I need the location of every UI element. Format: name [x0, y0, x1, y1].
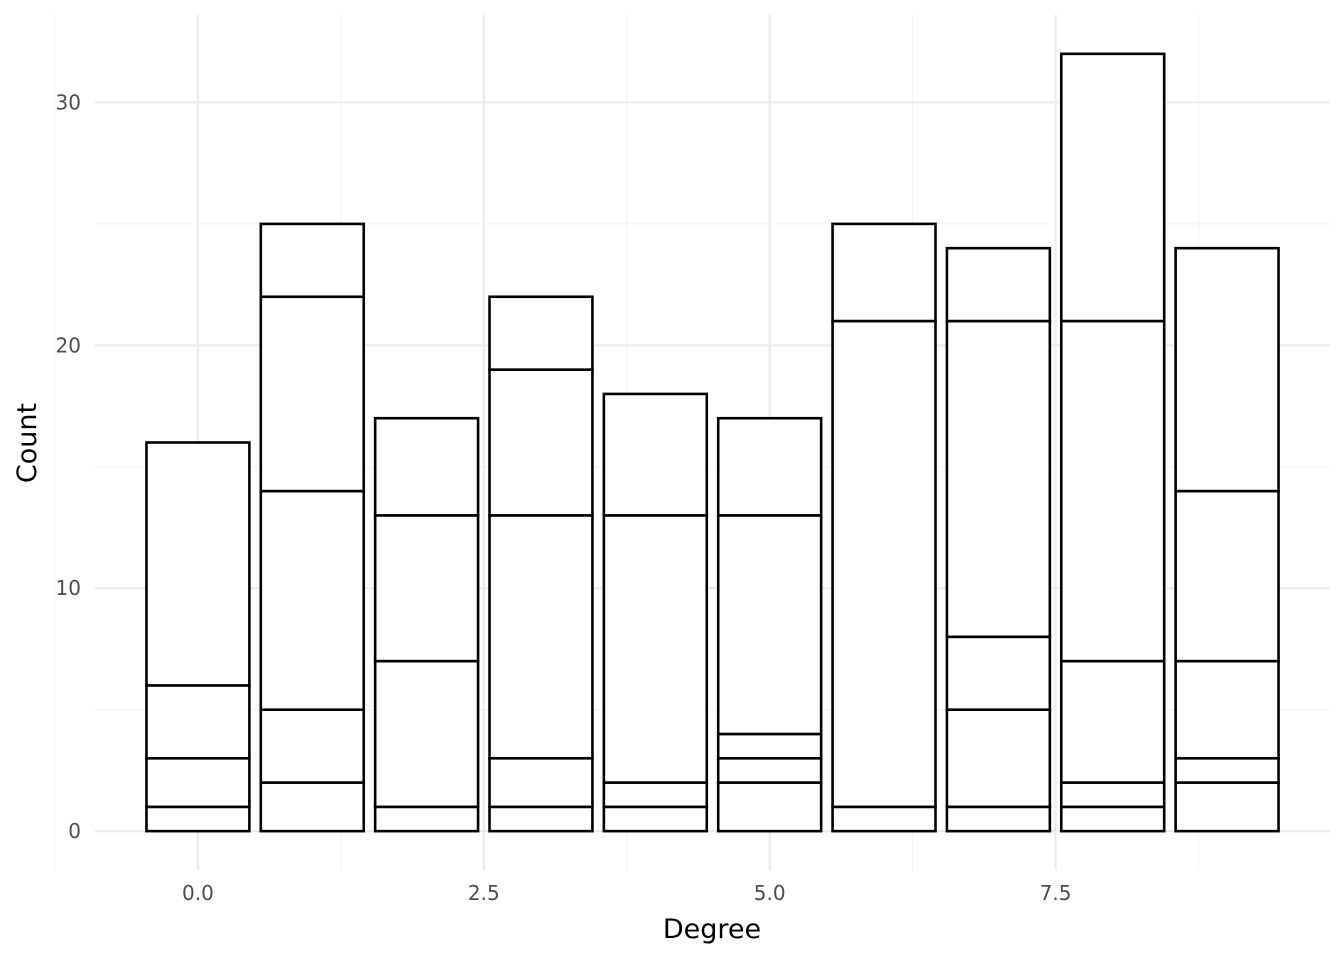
bar-segment	[1174, 781, 1280, 833]
bar-segment	[716, 756, 823, 784]
bar-segment	[259, 295, 366, 493]
bar-segment	[259, 708, 366, 784]
bar-segment	[602, 781, 709, 809]
bar-segment	[1059, 319, 1166, 663]
x-tick-label: 0.0	[182, 881, 214, 905]
bar-segment	[373, 514, 480, 663]
bar-segment	[602, 514, 709, 784]
bar-segment	[602, 392, 709, 517]
bar-segment	[373, 659, 480, 809]
bar-segment	[1174, 756, 1280, 784]
bar-segment	[488, 368, 594, 517]
bar-segment	[488, 756, 594, 809]
bar-segment	[945, 635, 1052, 711]
bar-segment	[488, 805, 594, 833]
bar-segment	[945, 319, 1052, 639]
bar-segment	[145, 805, 251, 833]
bar-segment	[488, 295, 594, 371]
bar-segment	[145, 684, 251, 760]
bar-segment	[1059, 805, 1166, 833]
bar-segment	[1174, 659, 1280, 760]
bar-segment	[716, 732, 823, 760]
x-axis-title: Degree	[663, 914, 761, 945]
bar-segment	[259, 489, 366, 711]
bar-segment	[145, 756, 251, 809]
bar-segment	[1174, 246, 1280, 493]
bar-segment	[1174, 489, 1280, 663]
bar-segment	[259, 222, 366, 299]
bar-segment	[488, 514, 594, 760]
bar-segment	[1059, 781, 1166, 809]
bar-segment	[716, 416, 823, 517]
bar-segment	[1059, 52, 1166, 323]
bar-segment	[716, 781, 823, 833]
y-tick-label: 30	[56, 90, 81, 114]
bar-segment	[1059, 659, 1166, 784]
y-tick-label: 20	[56, 333, 81, 357]
y-tick-label: 0	[68, 819, 81, 843]
bar-segment	[259, 781, 366, 833]
bar-segment	[831, 319, 937, 809]
y-axis-title: Count	[12, 403, 43, 483]
bar-segment	[145, 441, 251, 687]
bar-segment	[831, 222, 937, 323]
y-tick-label: 10	[56, 576, 81, 600]
x-tick-label: 7.5	[1040, 881, 1072, 905]
bar-segment	[945, 246, 1052, 323]
bar-segment	[373, 416, 480, 517]
x-tick-label: 2.5	[468, 881, 500, 905]
bar-segment	[602, 805, 709, 833]
x-tick-label: 5.0	[754, 881, 786, 905]
bar-segment	[945, 805, 1052, 833]
bars	[145, 52, 1280, 833]
tick-labels: 0.0 2.5 5.0 7.5 0 10 20 30	[56, 90, 1072, 905]
bar-segment	[945, 708, 1052, 809]
bar-segment	[373, 805, 480, 833]
bar-segment	[716, 514, 823, 736]
bar-segment	[831, 805, 937, 833]
